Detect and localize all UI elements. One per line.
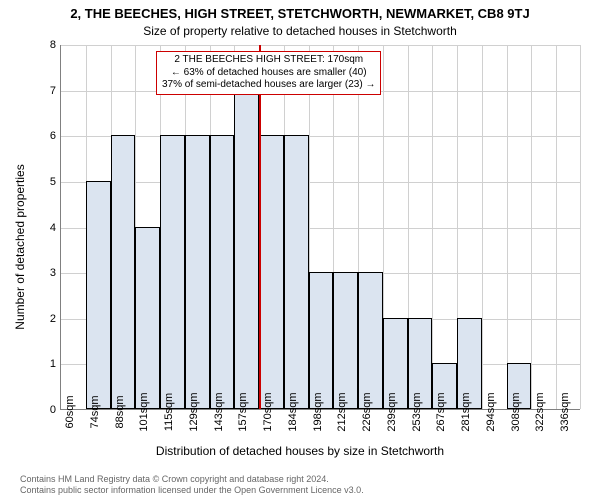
annotation-line-2: ← 63% of detached houses are smaller (40… — [162, 67, 375, 80]
gridline-vertical — [482, 45, 483, 409]
y-tick-label: 3 — [40, 267, 56, 279]
x-tick-label: 212sqm — [336, 392, 348, 431]
histogram-bar — [284, 135, 309, 409]
plot-area: 2 THE BEECHES HIGH STREET: 170sqm ← 63% … — [60, 45, 580, 410]
histogram-bar — [234, 90, 259, 409]
y-tick-label: 2 — [40, 313, 56, 325]
gridline-vertical — [580, 45, 581, 409]
x-tick-label: 253sqm — [411, 392, 423, 431]
histogram-bar — [111, 135, 136, 409]
y-tick-label: 6 — [40, 130, 56, 142]
footer-attribution: Contains HM Land Registry data © Crown c… — [20, 474, 364, 497]
x-tick-label: 267sqm — [435, 392, 447, 431]
x-tick-label: 60sqm — [64, 395, 76, 428]
annotation-line-3: 37% of semi-detached houses are larger (… — [162, 79, 375, 92]
marker-annotation: 2 THE BEECHES HIGH STREET: 170sqm ← 63% … — [156, 51, 381, 95]
x-tick-label: 74sqm — [89, 395, 101, 428]
histogram-bar — [185, 135, 210, 409]
x-tick-label: 88sqm — [114, 395, 126, 428]
chart-title-main: 2, THE BEECHES, HIGH STREET, STETCHWORTH… — [0, 6, 600, 21]
chart-container: 2, THE BEECHES, HIGH STREET, STETCHWORTH… — [0, 0, 600, 500]
x-tick-label: 143sqm — [213, 392, 225, 431]
x-tick-label: 239sqm — [386, 392, 398, 431]
chart-title-sub: Size of property relative to detached ho… — [0, 24, 600, 38]
gridline-vertical — [507, 45, 508, 409]
y-tick-label: 7 — [40, 85, 56, 97]
histogram-bar — [259, 135, 284, 409]
gridline-vertical — [531, 45, 532, 409]
footer-line-2: Contains public sector information licen… — [20, 485, 364, 496]
y-tick-label: 5 — [40, 176, 56, 188]
x-tick-label: 198sqm — [312, 392, 324, 431]
gridline-horizontal — [61, 45, 580, 46]
footer-line-1: Contains HM Land Registry data © Crown c… — [20, 474, 364, 485]
x-tick-label: 308sqm — [510, 392, 522, 431]
gridline-vertical — [556, 45, 557, 409]
x-tick-label: 184sqm — [287, 392, 299, 431]
marker-line — [259, 45, 261, 409]
x-tick-label: 294sqm — [485, 392, 497, 431]
gridline-horizontal — [61, 182, 580, 183]
histogram-bar — [160, 135, 185, 409]
histogram-bar — [333, 272, 358, 409]
histogram-bar — [309, 272, 334, 409]
y-tick-label: 1 — [40, 358, 56, 370]
gridline-vertical — [432, 45, 433, 409]
x-tick-label: 170sqm — [262, 392, 274, 431]
y-tick-label: 4 — [40, 222, 56, 234]
y-axis-label: Number of detached properties — [13, 147, 27, 347]
histogram-bar — [358, 272, 383, 409]
x-tick-label: 336sqm — [559, 392, 571, 431]
gridline-horizontal — [61, 136, 580, 137]
y-tick-label: 8 — [40, 39, 56, 51]
x-tick-label: 226sqm — [361, 392, 373, 431]
histogram-bar — [210, 135, 235, 409]
x-tick-label: 129sqm — [188, 392, 200, 431]
x-tick-label: 322sqm — [534, 392, 546, 431]
x-tick-label: 115sqm — [163, 393, 175, 431]
x-axis-label: Distribution of detached houses by size … — [0, 444, 600, 458]
annotation-line-1: 2 THE BEECHES HIGH STREET: 170sqm — [162, 54, 375, 67]
x-tick-label: 281sqm — [460, 392, 472, 431]
y-tick-label: 0 — [40, 404, 56, 416]
histogram-bar — [86, 181, 111, 409]
histogram-bar — [135, 227, 160, 410]
x-tick-label: 101sqm — [138, 392, 150, 431]
x-tick-label: 157sqm — [237, 392, 249, 431]
